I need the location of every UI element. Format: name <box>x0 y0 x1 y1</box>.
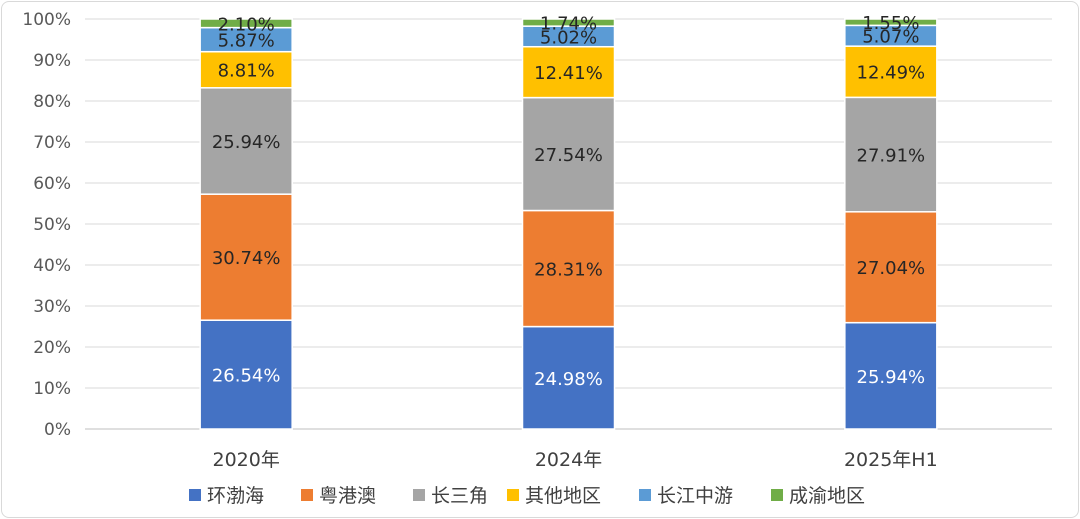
bar-segment <box>521 325 616 430</box>
data-label: 26.54% <box>212 366 281 387</box>
data-label: 24.98% <box>534 369 603 390</box>
data-label: 2.10% <box>218 14 275 35</box>
bar-segment <box>521 45 616 99</box>
data-label: 1.74% <box>540 14 597 35</box>
y-tick-label: 40% <box>33 256 71 276</box>
legend-swatch <box>301 489 313 501</box>
data-label: 12.49% <box>857 63 926 84</box>
legend-label: 长三角 <box>431 485 488 507</box>
legend-swatch <box>771 489 783 501</box>
data-label: 27.04% <box>857 258 926 279</box>
legend-swatch <box>189 489 201 501</box>
y-tick-label: 100% <box>22 10 71 30</box>
legend-swatch <box>507 489 519 501</box>
data-label: 5.07% <box>862 27 919 48</box>
legend-label: 环渤海 <box>207 485 264 507</box>
data-label: 25.94% <box>212 132 281 153</box>
data-label: 5.02% <box>540 27 597 48</box>
bar-segment <box>844 211 938 324</box>
bar-segment <box>844 45 938 99</box>
legend-label: 其他地区 <box>525 485 601 507</box>
bar-segment <box>844 96 938 213</box>
y-tick-label: 50% <box>33 215 71 235</box>
bar-segment <box>521 209 616 328</box>
data-label: 5.87% <box>218 31 275 52</box>
y-tick-label: 10% <box>33 379 71 399</box>
bar-segment <box>199 50 293 89</box>
y-tick-label: 70% <box>33 133 71 153</box>
x-category-label: 2020年 <box>212 449 279 471</box>
data-label: 8.81% <box>218 61 275 82</box>
legend-label: 长江中游 <box>657 485 733 507</box>
data-label: 27.91% <box>857 146 926 167</box>
data-label: 30.74% <box>212 248 281 269</box>
x-category-label: 2025年H1 <box>844 449 938 471</box>
data-label: 1.55% <box>862 13 919 34</box>
data-label: 12.41% <box>534 63 603 84</box>
legend-swatch <box>413 489 425 501</box>
legend-label: 粤港澳 <box>319 485 376 507</box>
y-tick-label: 90% <box>33 51 71 71</box>
data-label: 27.54% <box>534 145 603 166</box>
bar-segment <box>199 87 293 195</box>
y-tick-label: 0% <box>44 420 71 440</box>
bar-segment <box>844 321 938 430</box>
y-tick-label: 60% <box>33 174 71 194</box>
y-tick-label: 30% <box>33 297 71 317</box>
bar-segment <box>199 319 293 430</box>
bar-segment <box>199 193 293 321</box>
bar-segment <box>521 18 616 27</box>
bar-segment <box>199 18 293 29</box>
data-label: 28.31% <box>534 260 603 281</box>
bar-segment <box>521 96 616 212</box>
legend-swatch <box>639 489 651 501</box>
x-category-label: 2024年 <box>535 449 602 471</box>
y-tick-label: 80% <box>33 92 71 112</box>
data-label: 25.94% <box>857 367 926 388</box>
legend-label: 成渝地区 <box>789 485 865 507</box>
bar-segment <box>844 18 938 27</box>
y-tick-label: 20% <box>33 338 71 358</box>
